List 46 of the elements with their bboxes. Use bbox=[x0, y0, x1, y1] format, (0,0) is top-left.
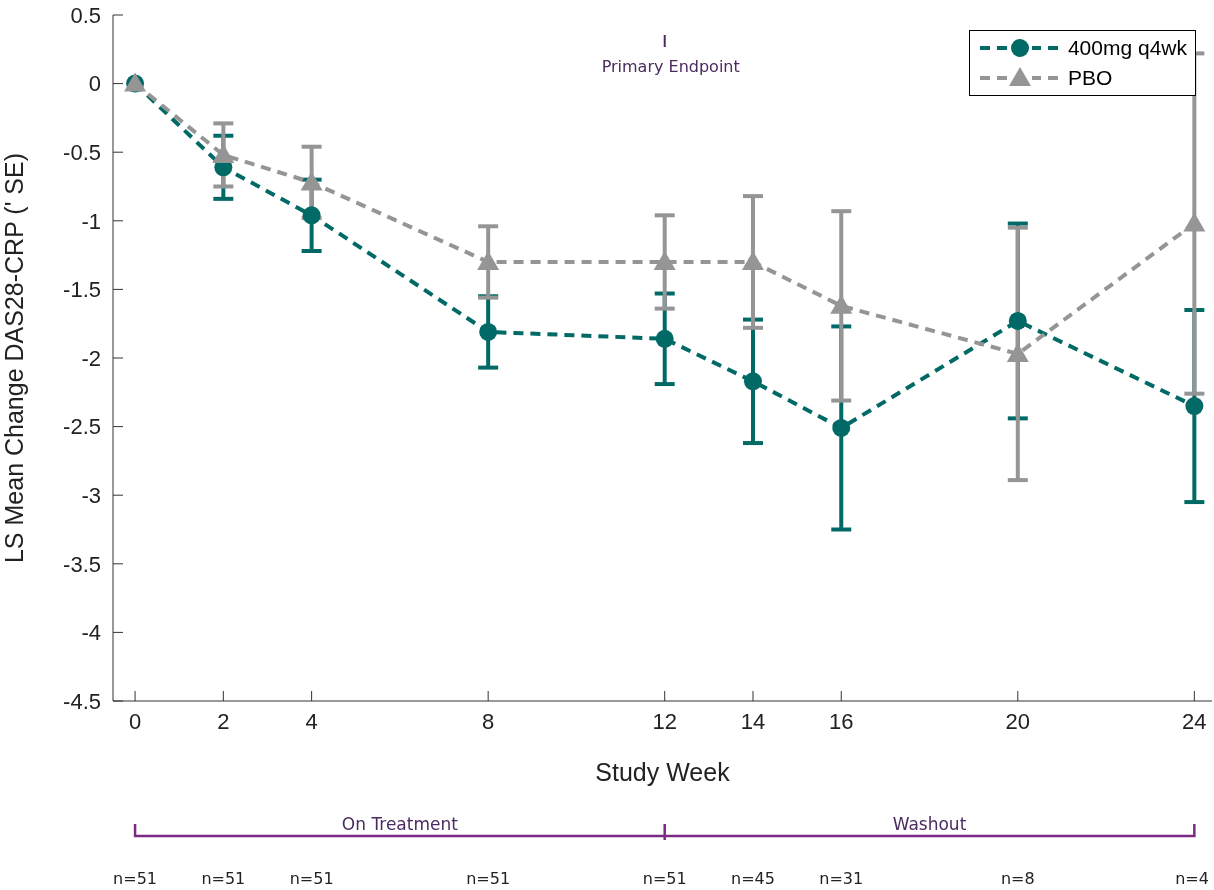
x-tick-label: 8 bbox=[482, 708, 495, 734]
text: n=31 bbox=[819, 869, 864, 888]
x-tick-label: 14 bbox=[740, 708, 766, 734]
point bbox=[830, 294, 853, 314]
y-axis-title: LS Mean Change DAS28-CRP (' SE) bbox=[0, 152, 28, 564]
y-tick-label: 0.5 bbox=[70, 2, 101, 28]
text: n=51 bbox=[642, 869, 687, 888]
annotation: Primary Endpoint bbox=[601, 57, 740, 76]
point bbox=[479, 322, 498, 341]
y-tick-label: -3 bbox=[81, 483, 101, 509]
x-axis-title: Study Week bbox=[595, 758, 731, 786]
point bbox=[655, 329, 674, 348]
y-tick-label: -2 bbox=[81, 345, 101, 371]
y-tick-label: -0.5 bbox=[63, 140, 101, 166]
point bbox=[1183, 212, 1206, 232]
point bbox=[300, 171, 323, 191]
legend-label: 400mg q4wk bbox=[1067, 36, 1187, 60]
point bbox=[1185, 397, 1204, 416]
y-tick-label: -3.5 bbox=[63, 551, 101, 577]
text: n=51 bbox=[201, 869, 246, 888]
y-tick-label: -4 bbox=[81, 620, 101, 646]
legend-label: PBO bbox=[1067, 66, 1113, 90]
text: n=45 bbox=[731, 869, 775, 888]
text: Washout bbox=[892, 814, 967, 834]
x-tick-label: 20 bbox=[1005, 708, 1031, 734]
point bbox=[1008, 311, 1027, 330]
y-tick-label: -4.5 bbox=[63, 688, 101, 714]
y-tick-label: 0 bbox=[88, 71, 101, 97]
text: n=8 bbox=[1000, 869, 1035, 888]
y-tick-label: -1 bbox=[81, 208, 101, 234]
point bbox=[743, 372, 762, 391]
y-tick-label: -2.5 bbox=[63, 414, 101, 440]
x-tick-label: 24 bbox=[1182, 708, 1207, 734]
x-tick-label: 12 bbox=[652, 708, 677, 734]
text: n=51 bbox=[466, 869, 511, 888]
point bbox=[832, 418, 851, 437]
x-tick-label: 16 bbox=[829, 708, 854, 734]
text: On Treatment bbox=[341, 814, 459, 834]
text: n=51 bbox=[113, 869, 158, 888]
x-tick-label: 4 bbox=[305, 708, 318, 734]
y-tick-label: -1.5 bbox=[63, 277, 101, 303]
point bbox=[302, 206, 321, 225]
text: n=4 bbox=[1175, 869, 1209, 888]
x-tick-label: 0 bbox=[128, 708, 142, 734]
x-tick-label: 2 bbox=[217, 708, 230, 734]
text: n=51 bbox=[289, 869, 334, 888]
